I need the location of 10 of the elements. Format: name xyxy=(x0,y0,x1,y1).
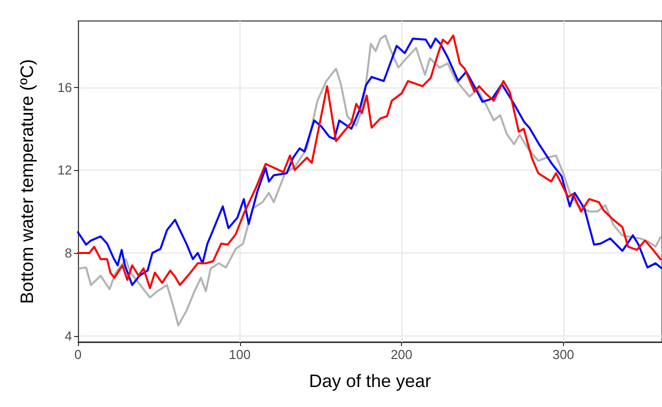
x-tick-label: 200 xyxy=(390,347,412,362)
x-axis-title: Day of the year xyxy=(308,371,432,391)
y-tick-label: 8 xyxy=(64,245,72,260)
y-tick-label: 16 xyxy=(58,80,72,95)
y-tick-label: 4 xyxy=(64,328,72,344)
x-tick-label: 0 xyxy=(74,347,82,362)
x-tick-label: 300 xyxy=(552,347,574,362)
y-tick-label: 12 xyxy=(58,162,72,178)
x-tick-label: 100 xyxy=(228,347,251,362)
y-axis-title: Bottom water temperature (ºC) xyxy=(17,59,37,304)
